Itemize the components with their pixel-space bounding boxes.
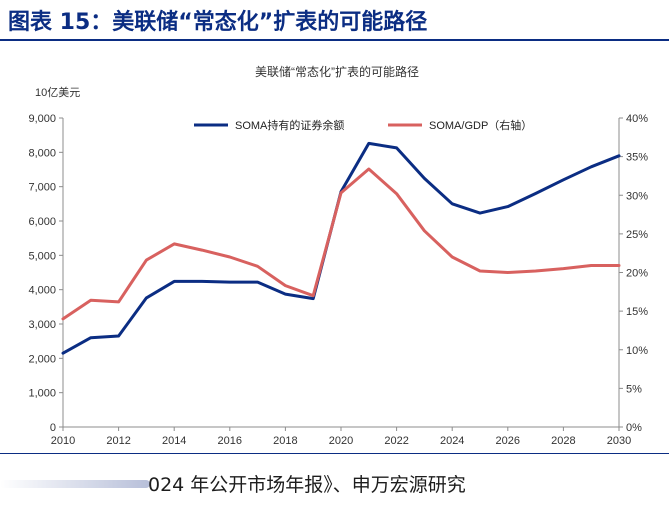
- right-y-tick-label: 0%: [626, 422, 642, 434]
- figure-title: 图表 15：美联储“常态化”扩表的可能路径: [8, 10, 428, 35]
- x-tick-label: 2024: [440, 435, 464, 447]
- left-axis-unit: 10亿美元: [35, 86, 80, 99]
- left-y-tick-label: 0: [50, 422, 56, 434]
- legend-label-soma-holdings: SOMA持有的证券余额: [235, 118, 344, 132]
- header-divider: [0, 39, 669, 41]
- right-y-tick-label: 5%: [626, 383, 642, 395]
- right-y-tick-label: 10%: [626, 345, 648, 357]
- x-tick-label: 2010: [51, 435, 75, 447]
- right-y-tick-label: 40%: [626, 113, 648, 125]
- left-y-tick-label: 8,000: [28, 147, 56, 159]
- x-tick-label: 2014: [162, 435, 186, 447]
- left-y-tick-label: 7,000: [28, 182, 56, 194]
- chart-title: 美联储“常态化”扩表的可能路径: [255, 64, 419, 79]
- left-y-tick-label: 2,000: [28, 353, 56, 365]
- x-tick-label: 2018: [273, 435, 297, 447]
- left-y-tick-label: 5,000: [28, 250, 56, 262]
- line-chart: 美联储“常态化”扩表的可能路径 10亿美元 2010 2012 2014 2016 20…: [28, 64, 648, 447]
- x-tick-label: 2022: [384, 435, 408, 447]
- x-tick-label: 2026: [496, 435, 520, 447]
- right-y-tick-label: 30%: [626, 190, 648, 202]
- footer-decoration: [0, 480, 150, 488]
- right-y-tick-label: 20%: [626, 268, 648, 280]
- legend-label-soma-gdp: SOMA/GDP（右轴）: [429, 118, 532, 132]
- right-y-tick-label: 15%: [626, 306, 648, 318]
- series-lines: [61, 141, 621, 355]
- tick-labels: 2010 2012 2014 2016 2018 2020 2022 2024 2026 2028…: [28, 113, 648, 447]
- left-y-tick-label: 4,000: [28, 285, 56, 297]
- right-y-tick-label: 25%: [626, 229, 648, 241]
- x-tick-label: 2012: [106, 435, 130, 447]
- x-tick-label: 2030: [607, 435, 631, 447]
- left-y-tick-label: 6,000: [28, 216, 56, 228]
- soma-gdp-ratio-line: [61, 167, 621, 321]
- left-y-tick-label: 3,000: [28, 319, 56, 331]
- right-y-tick-label: 35%: [626, 152, 648, 164]
- soma-holdings-line: [61, 141, 621, 355]
- source-note: 024 年公开市场年报》、申万宏源研究: [148, 474, 466, 496]
- x-tick-label: 2016: [218, 435, 242, 447]
- axes: [59, 117, 623, 431]
- x-tick-label: 2020: [329, 435, 353, 447]
- legend: SOMA持有的证券余额 SOMA/GDP（右轴）: [194, 118, 532, 132]
- left-y-tick-label: 1,000: [28, 388, 56, 400]
- left-y-tick-label: 9,000: [28, 113, 56, 125]
- figure-header: 图表 15：美联储“常态化”扩表的可能路径: [0, 0, 669, 44]
- footer-divider: [0, 453, 669, 454]
- x-tick-label: 2028: [551, 435, 575, 447]
